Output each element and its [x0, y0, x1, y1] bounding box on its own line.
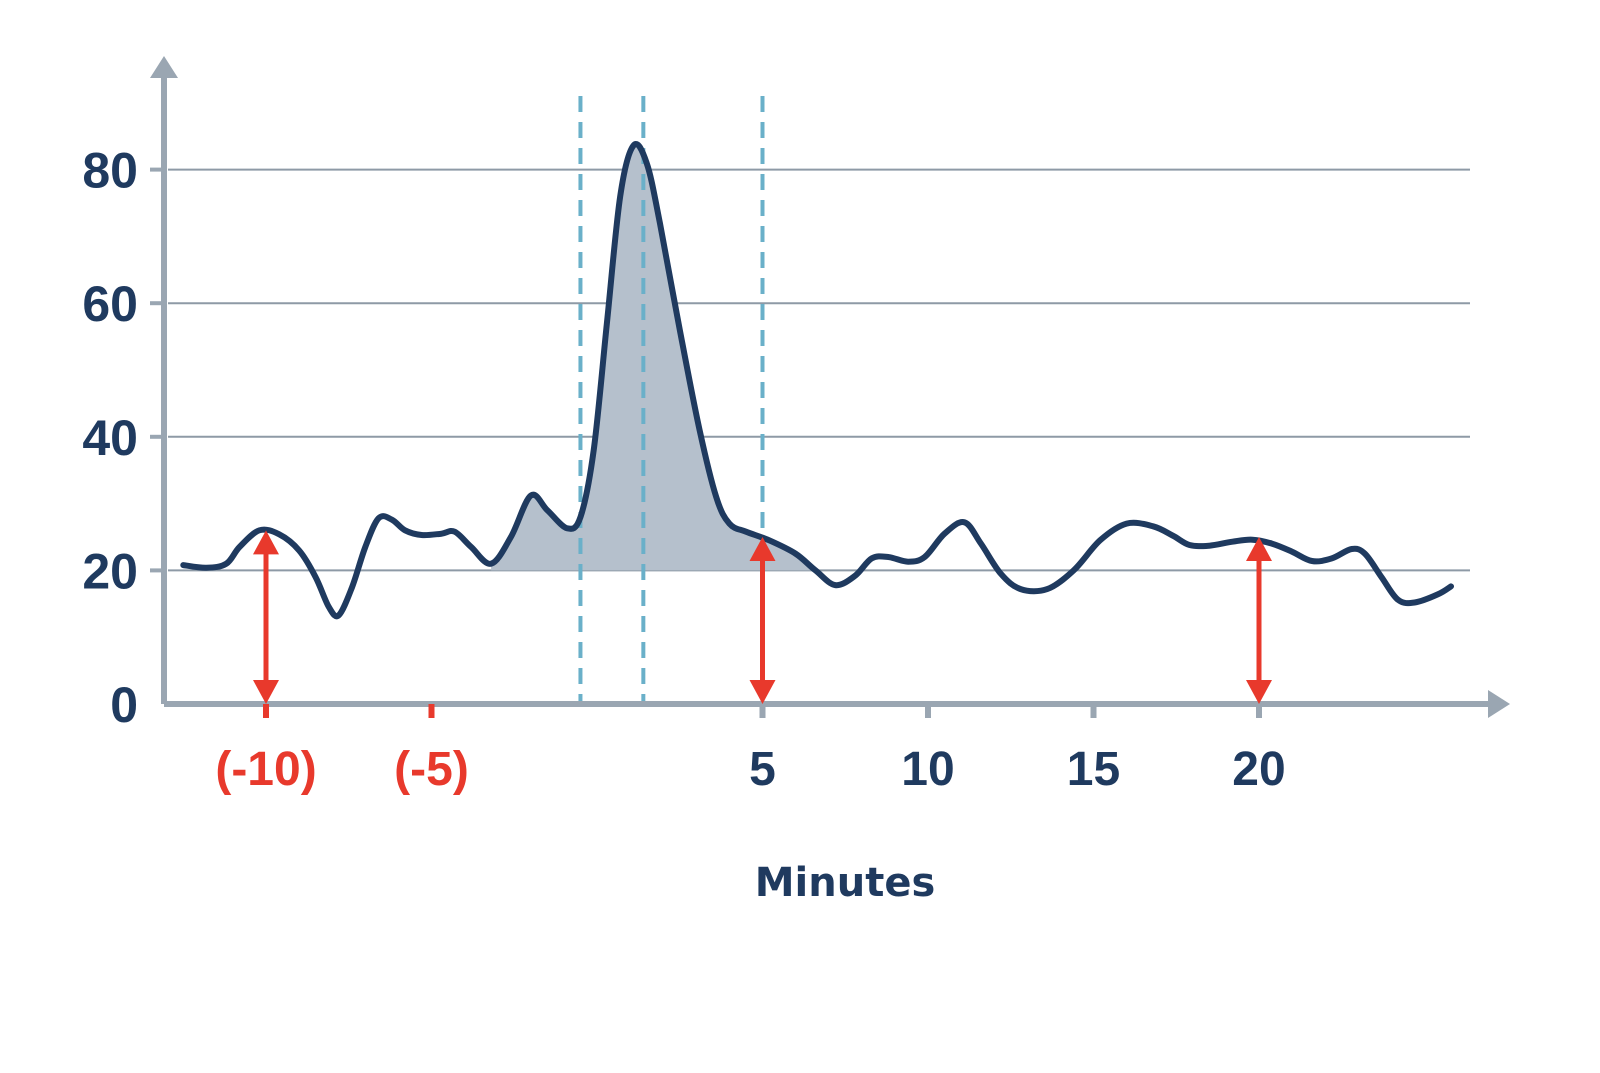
- range-arrow-head-down: [749, 680, 776, 704]
- x-tick-labels: (-10) (-5) 5 10 15 20: [215, 743, 1285, 796]
- y-axis-arrowhead: [150, 56, 178, 78]
- range-arrow-1: [253, 530, 279, 704]
- range-arrow-head-down: [253, 680, 279, 704]
- x-axis-arrowhead: [1488, 690, 1510, 718]
- range-arrow-head-up: [1246, 537, 1272, 561]
- range-arrow-3: [1246, 537, 1272, 704]
- y-tick-label-40: 40: [82, 410, 138, 466]
- range-arrow-head-up: [253, 530, 279, 555]
- y-tick-label-20: 20: [82, 543, 138, 599]
- range-arrow-head-up: [749, 537, 776, 561]
- y-tick-label-80: 80: [82, 143, 138, 199]
- y-tick-label-60: 60: [82, 276, 138, 332]
- gridlines: [168, 168, 1470, 572]
- x-tick-label-5: 5: [749, 743, 776, 796]
- series-line: [180, 141, 1454, 620]
- x-tick-label-20: 20: [1232, 743, 1285, 796]
- x-tick-label-15: 15: [1067, 743, 1120, 796]
- peak-area: [491, 144, 816, 571]
- x-tick-label-10: 10: [901, 743, 954, 796]
- axes: [150, 56, 1510, 718]
- x-tick-label--5: (-5): [394, 743, 469, 796]
- range-arrow-head-down: [1246, 680, 1272, 704]
- data-line: [180, 141, 1454, 620]
- y-tick-label-0: 0: [110, 677, 138, 733]
- y-tick-labels: 0 20 40 60 80: [82, 143, 138, 733]
- arrows: [253, 530, 1272, 704]
- x-axis-label: Minutes: [755, 860, 936, 906]
- x-tick-label--10: (-10): [215, 743, 316, 796]
- range-arrow-2: [749, 537, 776, 704]
- shaded-region: [491, 144, 816, 571]
